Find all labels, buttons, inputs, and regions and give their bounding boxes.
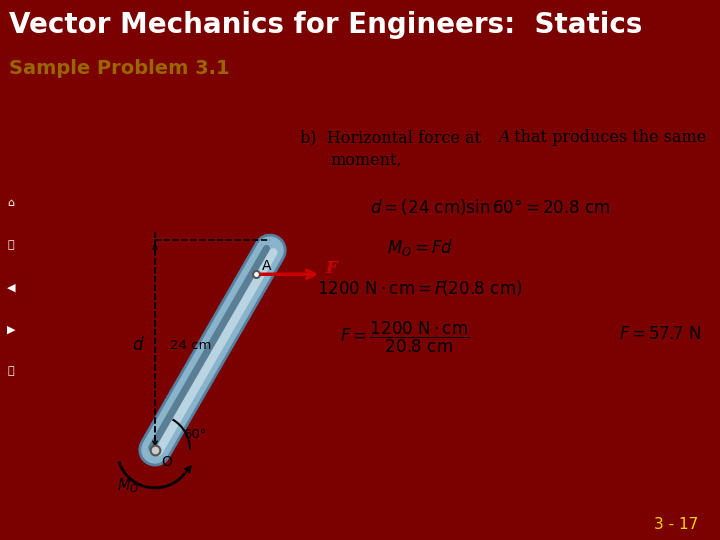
- Text: b)  Horizontal force at: b) Horizontal force at: [300, 129, 486, 146]
- Text: 60°: 60°: [183, 428, 207, 441]
- Text: Vector Mechanics for Engineers:  Statics: Vector Mechanics for Engineers: Statics: [9, 11, 642, 39]
- Text: $d = (24\ \mathrm{cm})\sin 60° = 20.8\ \mathrm{cm}$: $d = (24\ \mathrm{cm})\sin 60° = 20.8\ \…: [370, 198, 610, 218]
- Text: 24 cm: 24 cm: [170, 339, 211, 352]
- Text: d: d: [132, 336, 143, 354]
- Text: $1200\ \mathrm{N \cdot cm} = F\!\left(20.8\ \mathrm{cm}\right)$: $1200\ \mathrm{N \cdot cm} = F\!\left(20…: [318, 278, 523, 298]
- Text: ⏮: ⏮: [7, 240, 14, 250]
- Text: 3 - 17: 3 - 17: [654, 517, 698, 532]
- Text: that produces the same: that produces the same: [509, 129, 706, 146]
- Text: $M_O = Fd$: $M_O = Fd$: [387, 238, 454, 259]
- Text: A: A: [262, 259, 271, 273]
- Text: $M_O$: $M_O$: [117, 476, 139, 495]
- Text: ▶: ▶: [6, 325, 15, 334]
- Text: ⏭: ⏭: [7, 366, 14, 376]
- Text: moment,: moment,: [330, 151, 402, 168]
- Text: A: A: [498, 129, 510, 146]
- Text: Sample Problem 3.1: Sample Problem 3.1: [9, 59, 229, 78]
- Text: $F = \dfrac{1200\ \mathrm{N \cdot cm}}{20.8\ \mathrm{cm}}$: $F = \dfrac{1200\ \mathrm{N \cdot cm}}{2…: [341, 320, 469, 355]
- Text: O: O: [161, 455, 172, 469]
- Text: ◀: ◀: [6, 282, 15, 292]
- Text: ⌂: ⌂: [7, 198, 14, 208]
- Text: F: F: [325, 260, 337, 277]
- Text: $F = 57.7\ \mathrm{N}$: $F = 57.7\ \mathrm{N}$: [618, 325, 701, 342]
